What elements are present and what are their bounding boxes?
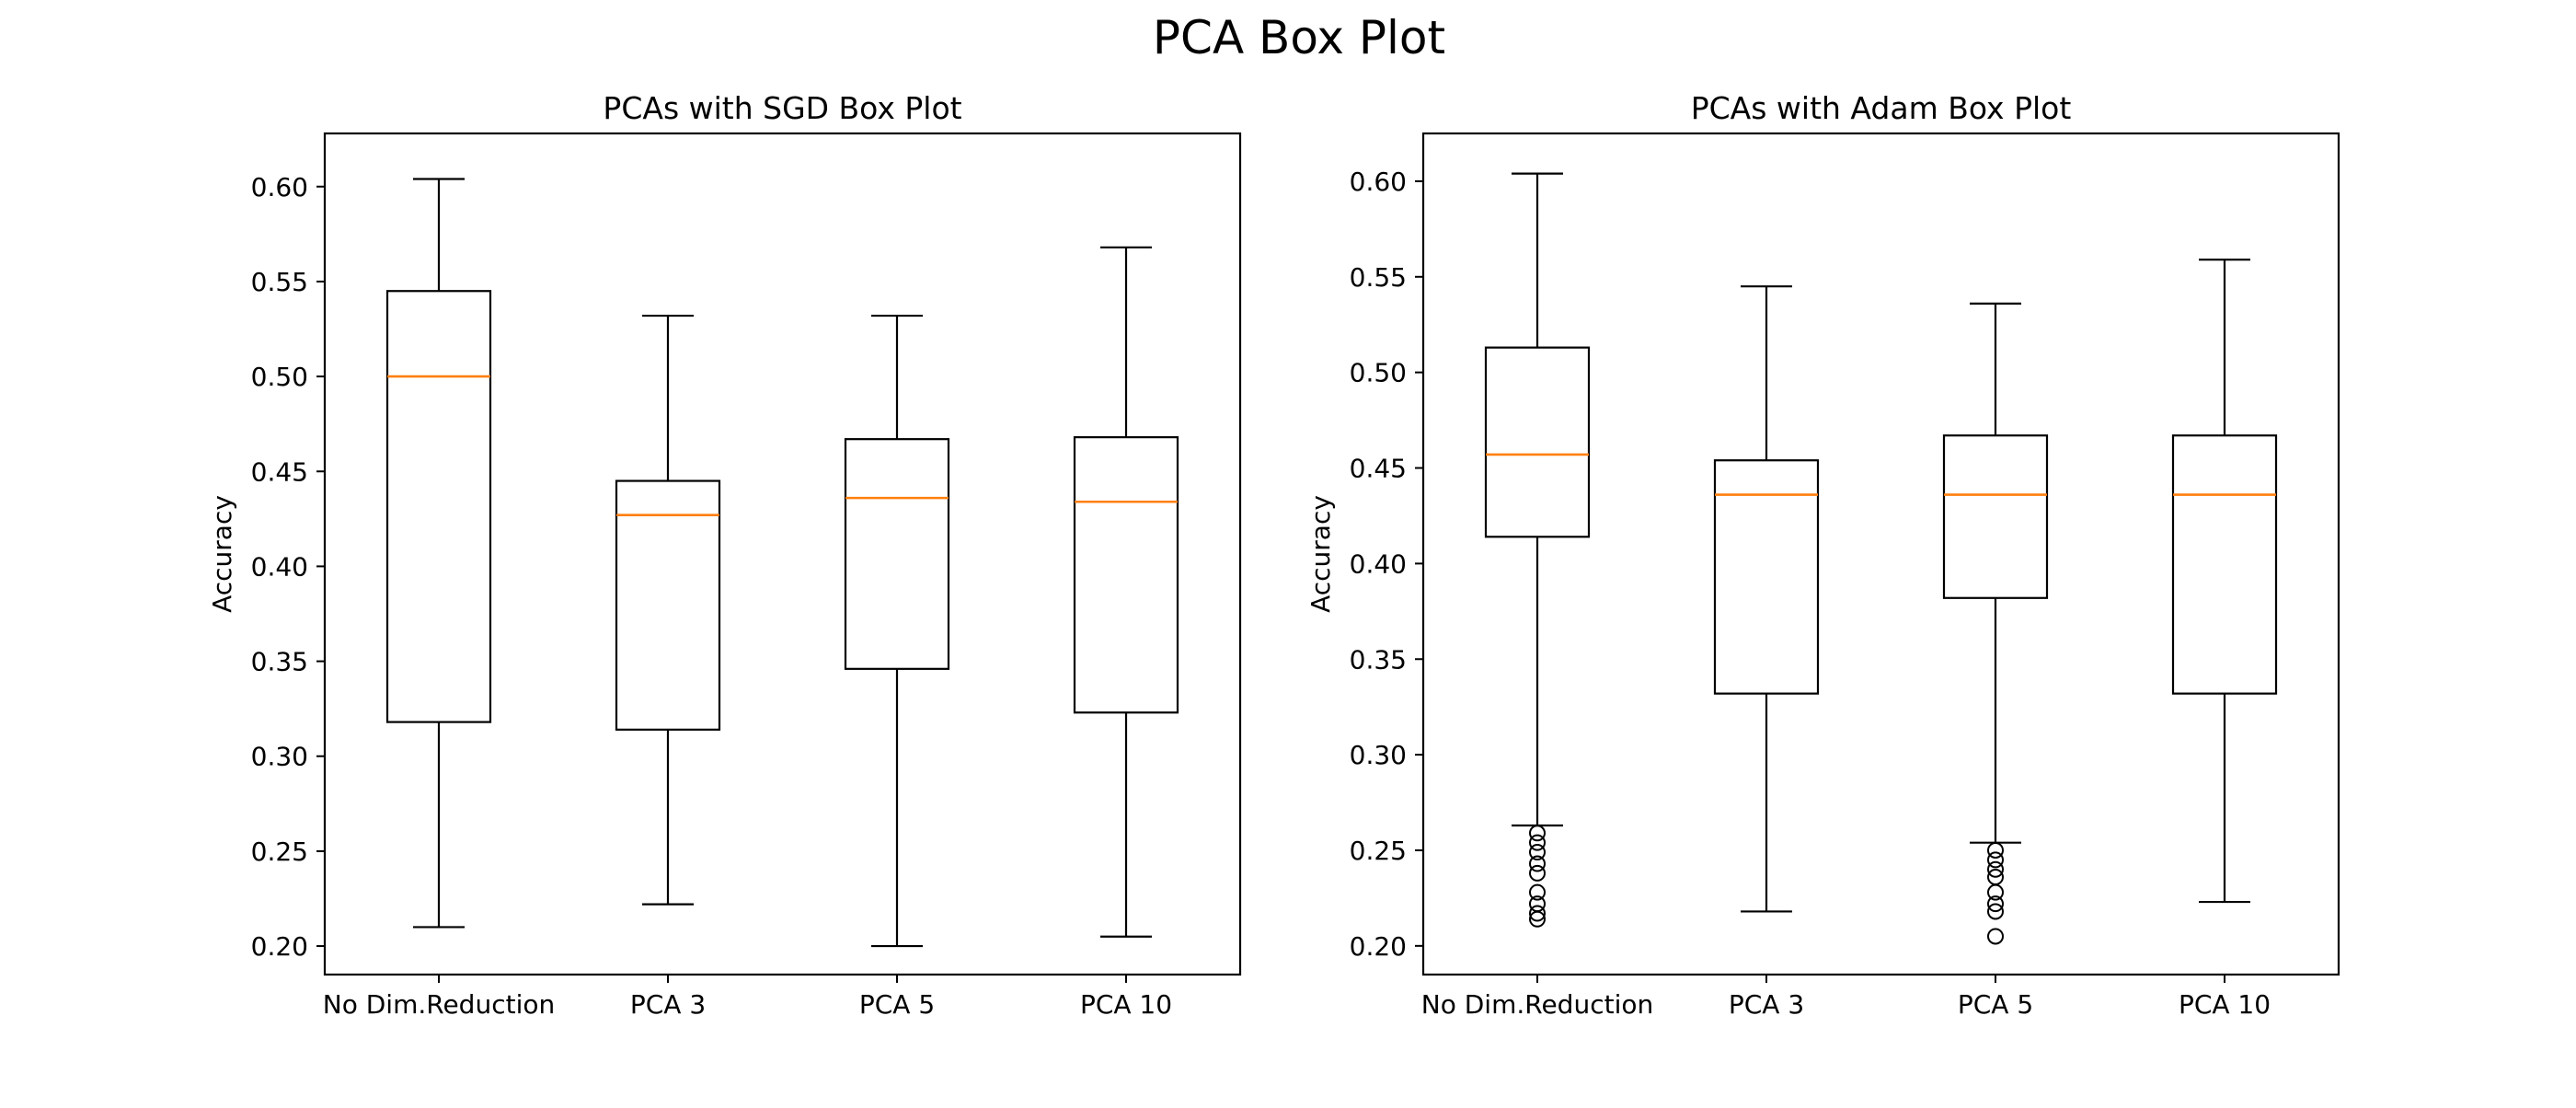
outlier-point — [1987, 860, 2004, 878]
y-tick-label: 0.35 — [1350, 644, 1407, 675]
outlier-point — [1529, 844, 1546, 861]
x-tick-label: No Dim.Reduction — [1421, 989, 1653, 1020]
iqr-box — [385, 290, 492, 723]
iqr-box — [844, 438, 950, 670]
y-tick-label: 0.30 — [1350, 740, 1407, 770]
x-tick-label: PCA 10 — [1080, 989, 1172, 1020]
y-tick-label: 0.30 — [251, 742, 308, 772]
outlier-point — [1987, 851, 2004, 869]
x-tick-label: PCA 3 — [630, 989, 706, 1020]
axes-frame — [1421, 132, 2340, 976]
box-1 — [385, 178, 492, 929]
outlier-point — [1987, 895, 2004, 913]
y-tick-label: 0.25 — [251, 837, 308, 867]
outlier-point — [1987, 841, 2004, 859]
y-tick-label: 0.60 — [1350, 167, 1407, 197]
axes-frame — [323, 132, 1242, 976]
box-4 — [2171, 259, 2278, 904]
outlier-point — [1987, 883, 2004, 901]
box-4 — [1073, 246, 1179, 938]
box-3 — [1942, 302, 2049, 945]
chart-panel-1: PCAs with SGD Box Plot Accuracy 0.20 0.25 0.… — [207, 90, 1242, 1020]
iqr-box — [2171, 434, 2278, 695]
y-tick-label: 0.50 — [1350, 358, 1407, 388]
x-tick-label: PCA 5 — [1958, 989, 2033, 1020]
box-2 — [615, 314, 721, 906]
y-tick-label: 0.35 — [251, 647, 308, 677]
chart-title: PCAs with Adam Box Plot — [1691, 90, 2072, 126]
y-tick-label: 0.20 — [251, 931, 308, 962]
iqr-box — [1713, 459, 1820, 695]
y-tick-label: 0.45 — [251, 456, 308, 487]
outlier-point — [1529, 910, 1546, 928]
y-tick-label: 0.40 — [251, 551, 308, 582]
y-tick-label: 0.45 — [1350, 454, 1407, 484]
y-tick-label: 0.55 — [1350, 262, 1407, 293]
outlier-point — [1529, 825, 1546, 842]
y-tick-label: 0.25 — [1350, 836, 1407, 866]
outlier-point — [1529, 864, 1546, 882]
x-tick-label: No Dim.Reduction — [323, 989, 555, 1020]
chart-title: PCAs with SGD Box Plot — [603, 90, 961, 126]
outlier-point — [1529, 883, 1546, 901]
iqr-box — [1073, 436, 1179, 714]
y-tick-label: 0.60 — [251, 172, 308, 202]
outlier-point — [1529, 855, 1546, 872]
box-2 — [1713, 285, 1820, 913]
figure-title: PCA Box Plot — [1153, 11, 1445, 64]
iqr-box — [615, 479, 721, 731]
x-tick-label: PCA 5 — [859, 989, 935, 1020]
x-tick-label: PCA 10 — [2179, 989, 2271, 1020]
box-1 — [1484, 172, 1591, 928]
iqr-box — [1942, 434, 2049, 599]
outlier-point — [1529, 905, 1546, 922]
y-axis-label: Accuracy — [207, 495, 237, 613]
y-tick-label: 0.40 — [1350, 548, 1407, 579]
x-tick-label: PCA 3 — [1729, 989, 1804, 1020]
box-3 — [844, 314, 950, 948]
outlier-point — [1529, 834, 1546, 851]
outlier-point — [1987, 928, 2004, 945]
y-axis-label: Accuracy — [1305, 495, 1336, 613]
iqr-box — [1484, 346, 1591, 538]
y-tick-label: 0.50 — [251, 362, 308, 392]
outlier-point — [1987, 903, 2004, 920]
y-tick-label: 0.20 — [1350, 931, 1407, 962]
chart-panel-2: PCAs with Adam Box Plot Accuracy 0.20 0.25 0… — [1305, 90, 2340, 1020]
y-tick-label: 0.55 — [251, 267, 308, 297]
